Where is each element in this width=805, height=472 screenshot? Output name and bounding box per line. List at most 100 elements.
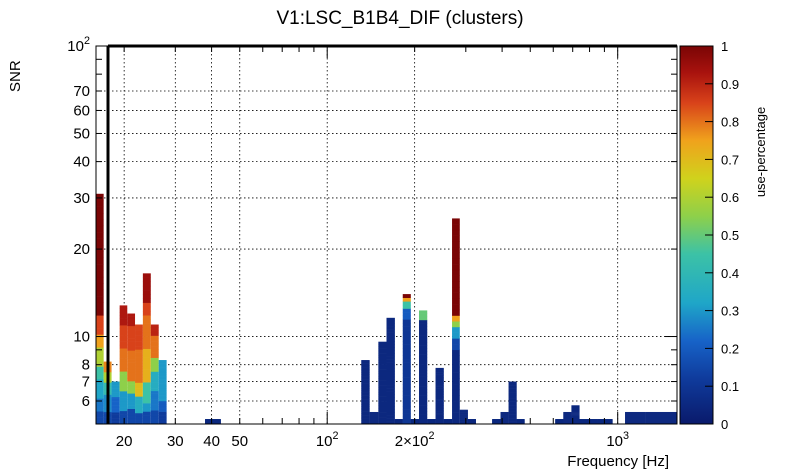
heatmap-cell	[96, 289, 104, 297]
heatmap-cell	[508, 407, 517, 409]
heatmap-cell	[142, 315, 151, 320]
heatmap-cell	[625, 413, 646, 415]
heatmap-cell	[625, 412, 646, 414]
heatmap-cell	[435, 367, 444, 370]
heatmap-cell	[378, 366, 387, 370]
y-tick-label: 20	[73, 241, 90, 258]
heatmap-cell	[386, 332, 395, 336]
heatmap-cell	[563, 420, 572, 422]
heatmap-cell	[402, 387, 411, 392]
heatmap-cell	[625, 419, 646, 421]
heatmap-cell	[111, 385, 120, 387]
heatmap-cell	[645, 422, 677, 423]
heatmap-cell	[571, 416, 580, 418]
heatmap-cell	[500, 412, 509, 413]
heatmap-cell	[96, 353, 104, 361]
heatmap-cell	[127, 387, 136, 391]
heatmap-cell	[96, 225, 104, 233]
heatmap-cell	[111, 414, 120, 417]
heatmap-cell	[418, 392, 428, 396]
heatmap-cell	[369, 412, 379, 414]
heatmap-cell	[452, 361, 460, 368]
heatmap-cell	[563, 414, 572, 415]
heatmap-cell	[500, 418, 509, 420]
heatmap-cell	[158, 415, 167, 418]
heatmap-cell	[127, 417, 136, 422]
heatmap-cell	[135, 393, 143, 397]
heatmap-cell	[645, 421, 677, 423]
heatmap-cell	[571, 413, 580, 414]
heatmap-cell	[645, 418, 677, 419]
heatmap-cell	[127, 338, 136, 342]
heatmap-cell	[361, 404, 370, 407]
heatmap-cell	[135, 410, 143, 414]
heatmap-cell	[135, 407, 143, 411]
heatmap-cell	[452, 264, 460, 271]
heatmap-cell	[500, 413, 509, 415]
heatmap-cell	[508, 411, 517, 413]
heatmap-cell	[452, 378, 460, 385]
heatmap-cell	[111, 390, 120, 393]
heatmap-cell	[127, 371, 136, 376]
heatmap-cell	[452, 315, 460, 322]
heatmap-cell	[361, 420, 370, 423]
heatmap-cell	[508, 401, 517, 404]
y-tick-label: 60	[73, 102, 90, 119]
heatmap-cell	[452, 389, 460, 396]
heatmap-cell	[142, 306, 151, 312]
heatmap-cell	[96, 347, 104, 354]
heatmap-cell	[111, 381, 120, 384]
heatmap-cell	[135, 421, 143, 425]
heatmap-cell	[142, 369, 151, 375]
x-tick-label: 30	[167, 433, 184, 450]
heatmap-cell	[500, 415, 509, 417]
heatmap-cell	[571, 418, 580, 420]
palette-tick-label: 0.7	[721, 152, 739, 167]
heatmap-cell	[142, 361, 151, 366]
heatmap-cell	[418, 313, 428, 318]
heatmap-cell	[135, 404, 143, 408]
heatmap-cell	[625, 417, 646, 419]
heatmap-cell	[378, 369, 387, 372]
heatmap-cell	[369, 417, 379, 419]
y-tick-label: 10	[73, 329, 90, 346]
heatmap-cell	[361, 379, 370, 382]
heatmap-cell	[418, 417, 428, 422]
heatmap-cell	[119, 400, 128, 405]
heatmap-cell	[435, 377, 444, 380]
heatmap-cell	[142, 327, 151, 333]
heatmap-cell	[127, 405, 136, 409]
heatmap-cell	[369, 414, 379, 416]
heatmap-cell	[402, 297, 411, 302]
heatmap-cell	[378, 412, 387, 416]
x-axis-title: Frequency [Hz]	[567, 453, 669, 470]
heatmap-cell	[625, 414, 646, 416]
heatmap-cell	[571, 408, 580, 410]
heatmap-cell	[571, 408, 580, 410]
heatmap-cell	[111, 395, 120, 398]
heatmap-cell	[645, 419, 677, 421]
heatmap-cell	[142, 386, 151, 391]
heatmap-cell	[452, 412, 460, 419]
heatmap-cell	[508, 382, 517, 385]
heatmap-cell	[119, 311, 128, 316]
heatmap-cell	[418, 395, 428, 400]
heatmap-cell	[96, 219, 104, 227]
heatmap-cell	[150, 349, 159, 353]
heatmap-cell	[378, 405, 387, 409]
heatmap-cell	[119, 404, 128, 408]
heatmap-cell	[142, 419, 151, 425]
heatmap-cell	[418, 354, 428, 359]
heatmap-cell	[127, 374, 136, 379]
heatmap-cell	[158, 365, 167, 368]
heatmap-cell	[418, 420, 428, 425]
heatmap-cell	[135, 363, 143, 367]
heatmap-cell	[563, 415, 572, 417]
heatmap-cell	[418, 373, 428, 377]
heatmap-cell	[645, 415, 677, 417]
heatmap-cell	[378, 364, 387, 368]
heatmap-cell	[563, 422, 572, 424]
heatmap-cell	[459, 418, 468, 420]
heatmap-cell	[418, 370, 428, 374]
heatmap-cell	[508, 409, 517, 412]
